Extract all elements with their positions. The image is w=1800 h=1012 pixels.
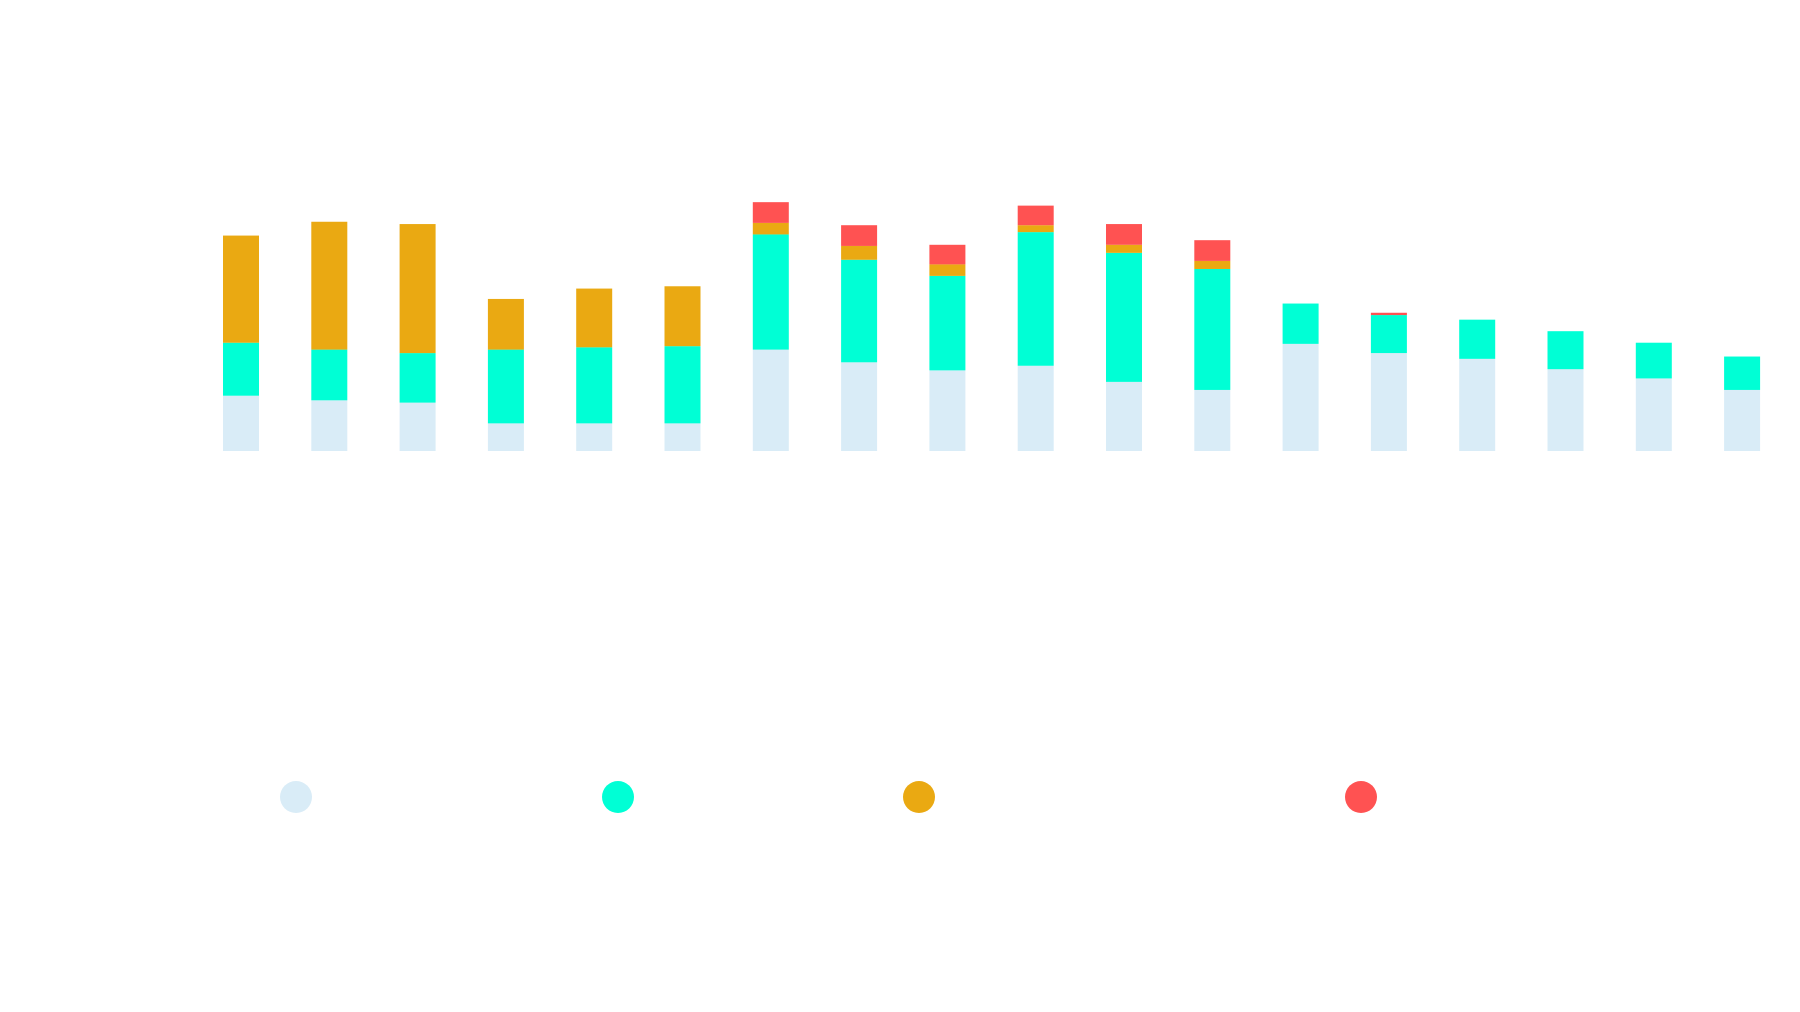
legend-marker-series-1[interactable]: [280, 781, 312, 813]
bar-segment-series-1-12: [1194, 389, 1231, 451]
bar-segment-series-1-4: [487, 423, 524, 451]
legend-marker-series-4[interactable]: [1345, 781, 1377, 813]
bar-segment-series-4-14: [1370, 312, 1407, 316]
bar-segment-series-1-3: [399, 402, 436, 451]
bar-segment-series-4-7: [752, 202, 789, 223]
bar-segment-series-2-18: [1724, 356, 1761, 390]
bar-segment-series-2-15: [1459, 319, 1496, 359]
bar-segment-series-4-8: [841, 225, 878, 246]
legend: [280, 781, 1377, 813]
bar-segment-series-3-6: [664, 286, 701, 347]
bar-segment-series-2-13: [1282, 303, 1319, 344]
bar-segment-series-1-11: [1106, 381, 1142, 451]
bar-segment-series-3-4: [487, 298, 524, 350]
bar-segment-series-2-5: [576, 347, 613, 424]
bar-segment-series-2-4: [487, 349, 524, 424]
bar-segment-series-1-15: [1459, 358, 1496, 451]
bar-segment-series-2-3: [399, 353, 436, 403]
bars-group: [223, 202, 1761, 451]
bar-segment-series-2-6: [664, 346, 701, 424]
bar-segment-series-3-2: [311, 221, 348, 350]
bar-segment-series-1-18: [1724, 389, 1761, 451]
bar-segment-series-2-12: [1194, 268, 1231, 390]
legend-marker-series-2[interactable]: [602, 781, 634, 813]
bar-segment-series-3-3: [399, 224, 436, 354]
bar-segment-series-1-17: [1635, 378, 1672, 451]
bar-segment-series-3-9: [929, 264, 966, 276]
bar-segment-series-2-16: [1547, 331, 1584, 370]
bar-segment-series-2-2: [311, 349, 348, 401]
bar-segment-series-2-7: [752, 234, 789, 350]
bar-segment-series-1-6: [664, 423, 701, 451]
bar-segment-series-3-5: [576, 288, 613, 348]
bar-segment-series-2-14: [1370, 315, 1407, 354]
bar-segment-series-3-10: [1017, 225, 1054, 233]
bar-segment-series-4-10: [1017, 205, 1054, 226]
bar-segment-series-4-12: [1194, 240, 1231, 261]
bar-segment-series-3-12: [1194, 260, 1231, 269]
bar-segment-series-1-16: [1547, 369, 1584, 451]
legend-marker-series-3[interactable]: [903, 781, 935, 813]
bar-segment-series-3-11: [1106, 244, 1142, 253]
bar-segment-series-1-14: [1370, 353, 1407, 451]
bar-segment-series-3-7: [752, 222, 789, 235]
bar-segment-series-3-1: [223, 235, 259, 343]
bar-segment-series-1-13: [1282, 343, 1319, 451]
bar-segment-series-1-1: [223, 395, 259, 451]
bar-segment-series-3-8: [841, 245, 878, 260]
bar-segment-series-2-8: [841, 259, 878, 363]
bar-segment-series-4-11: [1106, 224, 1142, 245]
bar-segment-series-1-9: [929, 370, 966, 451]
bar-segment-series-4-9: [929, 244, 966, 265]
bar-segment-series-2-17: [1635, 342, 1672, 379]
bar-segment-series-2-11: [1106, 252, 1142, 382]
bar-segment-series-1-8: [841, 362, 878, 451]
bar-segment-series-1-10: [1017, 365, 1054, 451]
bar-segment-series-2-1: [223, 342, 259, 396]
bar-segment-series-2-10: [1017, 232, 1054, 366]
bar-segment-series-1-5: [576, 423, 613, 451]
bar-segment-series-1-7: [752, 349, 789, 451]
bar-segment-series-1-2: [311, 400, 348, 451]
bar-segment-series-2-9: [929, 275, 966, 371]
